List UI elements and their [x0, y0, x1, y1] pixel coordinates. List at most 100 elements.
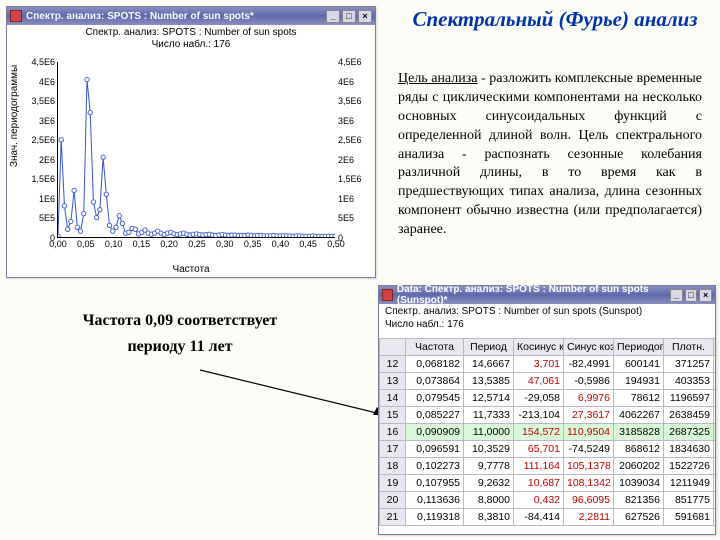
table-header-row: ЧастотаПериодКосинус коэфф.Синус коэфф.П…: [380, 339, 716, 356]
cell: 15: [380, 407, 406, 424]
cell: 10,3529: [464, 441, 514, 458]
cell: 20: [380, 492, 406, 509]
column-header[interactable]: Период: [464, 339, 514, 356]
cell: [714, 458, 716, 475]
cell: -0,5986: [564, 373, 614, 390]
minimize-button[interactable]: _: [670, 289, 683, 302]
x-tick: 0,40: [272, 237, 290, 249]
cell: -213,104: [514, 407, 564, 424]
y-tick-right: 2,5E6: [335, 135, 362, 145]
spectral-chart-window: Спектр. анализ: SPOTS : Number of sun sp…: [6, 6, 376, 278]
x-tick: 0,20: [160, 237, 178, 249]
column-header[interactable]: Хемминг веса: [714, 339, 716, 356]
description-lead: Цель анализа: [398, 71, 478, 86]
cell: -82,4991: [564, 356, 614, 373]
cell: [714, 373, 716, 390]
cell: [714, 390, 716, 407]
column-header[interactable]: Синус коэфф.: [564, 339, 614, 356]
periodogram-line-chart: [58, 62, 335, 237]
data-subtitle-2: Число набл.: 176: [379, 317, 715, 330]
data-titlebar[interactable]: Data: Спектр. анализ: SPOTS : Number of …: [379, 286, 715, 304]
cell: 14,6667: [464, 356, 514, 373]
cell: 11,7333: [464, 407, 514, 424]
y-tick: 2E6: [26, 155, 58, 165]
cell: 18: [380, 458, 406, 475]
y-tick: 1E6: [26, 194, 58, 204]
table-row[interactable]: 140,07954512,5714-29,0586,99767861211965…: [380, 390, 716, 407]
cell: 4062267: [614, 407, 664, 424]
cell: 19: [380, 475, 406, 492]
column-header[interactable]: Плотн.: [664, 339, 714, 356]
table-row[interactable]: 210,1193188,3810-84,4142,281162752659168…: [380, 509, 716, 526]
column-header[interactable]: Частота: [406, 339, 464, 356]
cell: 17: [380, 441, 406, 458]
cell: 821356: [614, 492, 664, 509]
cell: 627526: [614, 509, 664, 526]
y-tick-right: 3,5E6: [335, 96, 362, 106]
cell: [714, 441, 716, 458]
cell: 9,2632: [464, 475, 514, 492]
cell: 591681: [664, 509, 714, 526]
y-tick-right: 1,5E6: [335, 174, 362, 184]
cell: 0,085227: [406, 407, 464, 424]
column-header[interactable]: [380, 339, 406, 356]
cell: 105,1378: [564, 458, 614, 475]
cell: 12: [380, 356, 406, 373]
cell: 108,1342: [564, 475, 614, 492]
cell: 0,096591: [406, 441, 464, 458]
table-row[interactable]: 130,07386413,538547,061-0,59861949314033…: [380, 373, 716, 390]
table-row[interactable]: 160,09090911,0000154,572110,950431858282…: [380, 424, 716, 441]
x-tick: 0,35: [244, 237, 262, 249]
y-tick: 5E5: [26, 213, 58, 223]
table-row[interactable]: 190,1079559,263210,687108,13421039034121…: [380, 475, 716, 492]
y-tick: 2,5E6: [26, 135, 58, 145]
cell: 0,119318: [406, 509, 464, 526]
maximize-button[interactable]: □: [342, 10, 356, 23]
cell: 0,113636: [406, 492, 464, 509]
cell: 3185828: [614, 424, 664, 441]
x-tick: 0,45: [299, 237, 317, 249]
cell: 11,0000: [464, 424, 514, 441]
cell: 9,7778: [464, 458, 514, 475]
cell: 2638459: [664, 407, 714, 424]
table-row[interactable]: 180,1022739,7778111,164105,1378206020215…: [380, 458, 716, 475]
annotation-arrow: [200, 365, 400, 425]
cell: [714, 407, 716, 424]
cell: 10,687: [514, 475, 564, 492]
column-header[interactable]: Косинус коэфф.: [514, 339, 564, 356]
cell: 0,107955: [406, 475, 464, 492]
cell: 0,090909: [406, 424, 464, 441]
app-icon: [382, 289, 393, 301]
cell: 0,068182: [406, 356, 464, 373]
column-header[interactable]: Периодог: [614, 339, 664, 356]
y-tick-right: 3E6: [335, 116, 354, 126]
cell: 6,9976: [564, 390, 614, 407]
close-button[interactable]: ×: [358, 10, 372, 23]
cell: -74,5249: [564, 441, 614, 458]
cell: 868612: [614, 441, 664, 458]
minimize-button[interactable]: _: [326, 10, 340, 23]
x-tick: 0,15: [133, 237, 151, 249]
cell: 0,073864: [406, 373, 464, 390]
table-row[interactable]: 120,06818214,66673,701-82,49916001413712…: [380, 356, 716, 373]
y-tick-right: 2E6: [335, 155, 354, 165]
annotation-line-1: Частота 0,09 соответствует: [40, 308, 320, 334]
spectral-data-table: ЧастотаПериодКосинус коэфф.Синус коэфф.П…: [379, 338, 715, 526]
y-tick-right: 4,5E6: [335, 57, 362, 67]
table-row[interactable]: 200,1136368,80000,43296,6095821356851775: [380, 492, 716, 509]
slide-title: Спектральный (Фурье) анализ: [400, 6, 710, 32]
maximize-button[interactable]: □: [685, 289, 698, 302]
cell: 2,2811: [564, 509, 614, 526]
cell: 12,5714: [464, 390, 514, 407]
y-tick: 3,5E6: [26, 96, 58, 106]
chart-titlebar[interactable]: Спектр. анализ: SPOTS : Number of sun sp…: [7, 7, 375, 25]
cell: 14: [380, 390, 406, 407]
close-button[interactable]: ×: [699, 289, 712, 302]
cell: -29,058: [514, 390, 564, 407]
cell: 194931: [614, 373, 664, 390]
data-grid-wrapper: ЧастотаПериодКосинус коэфф.Синус коэфф.П…: [379, 338, 715, 534]
table-row[interactable]: 170,09659110,352965,701-74,5249868612183…: [380, 441, 716, 458]
table-row[interactable]: 150,08522711,7333-213,10427,361740622672…: [380, 407, 716, 424]
x-tick: 0,30: [216, 237, 234, 249]
annotation-line-2: периоду 11 лет: [40, 334, 320, 360]
